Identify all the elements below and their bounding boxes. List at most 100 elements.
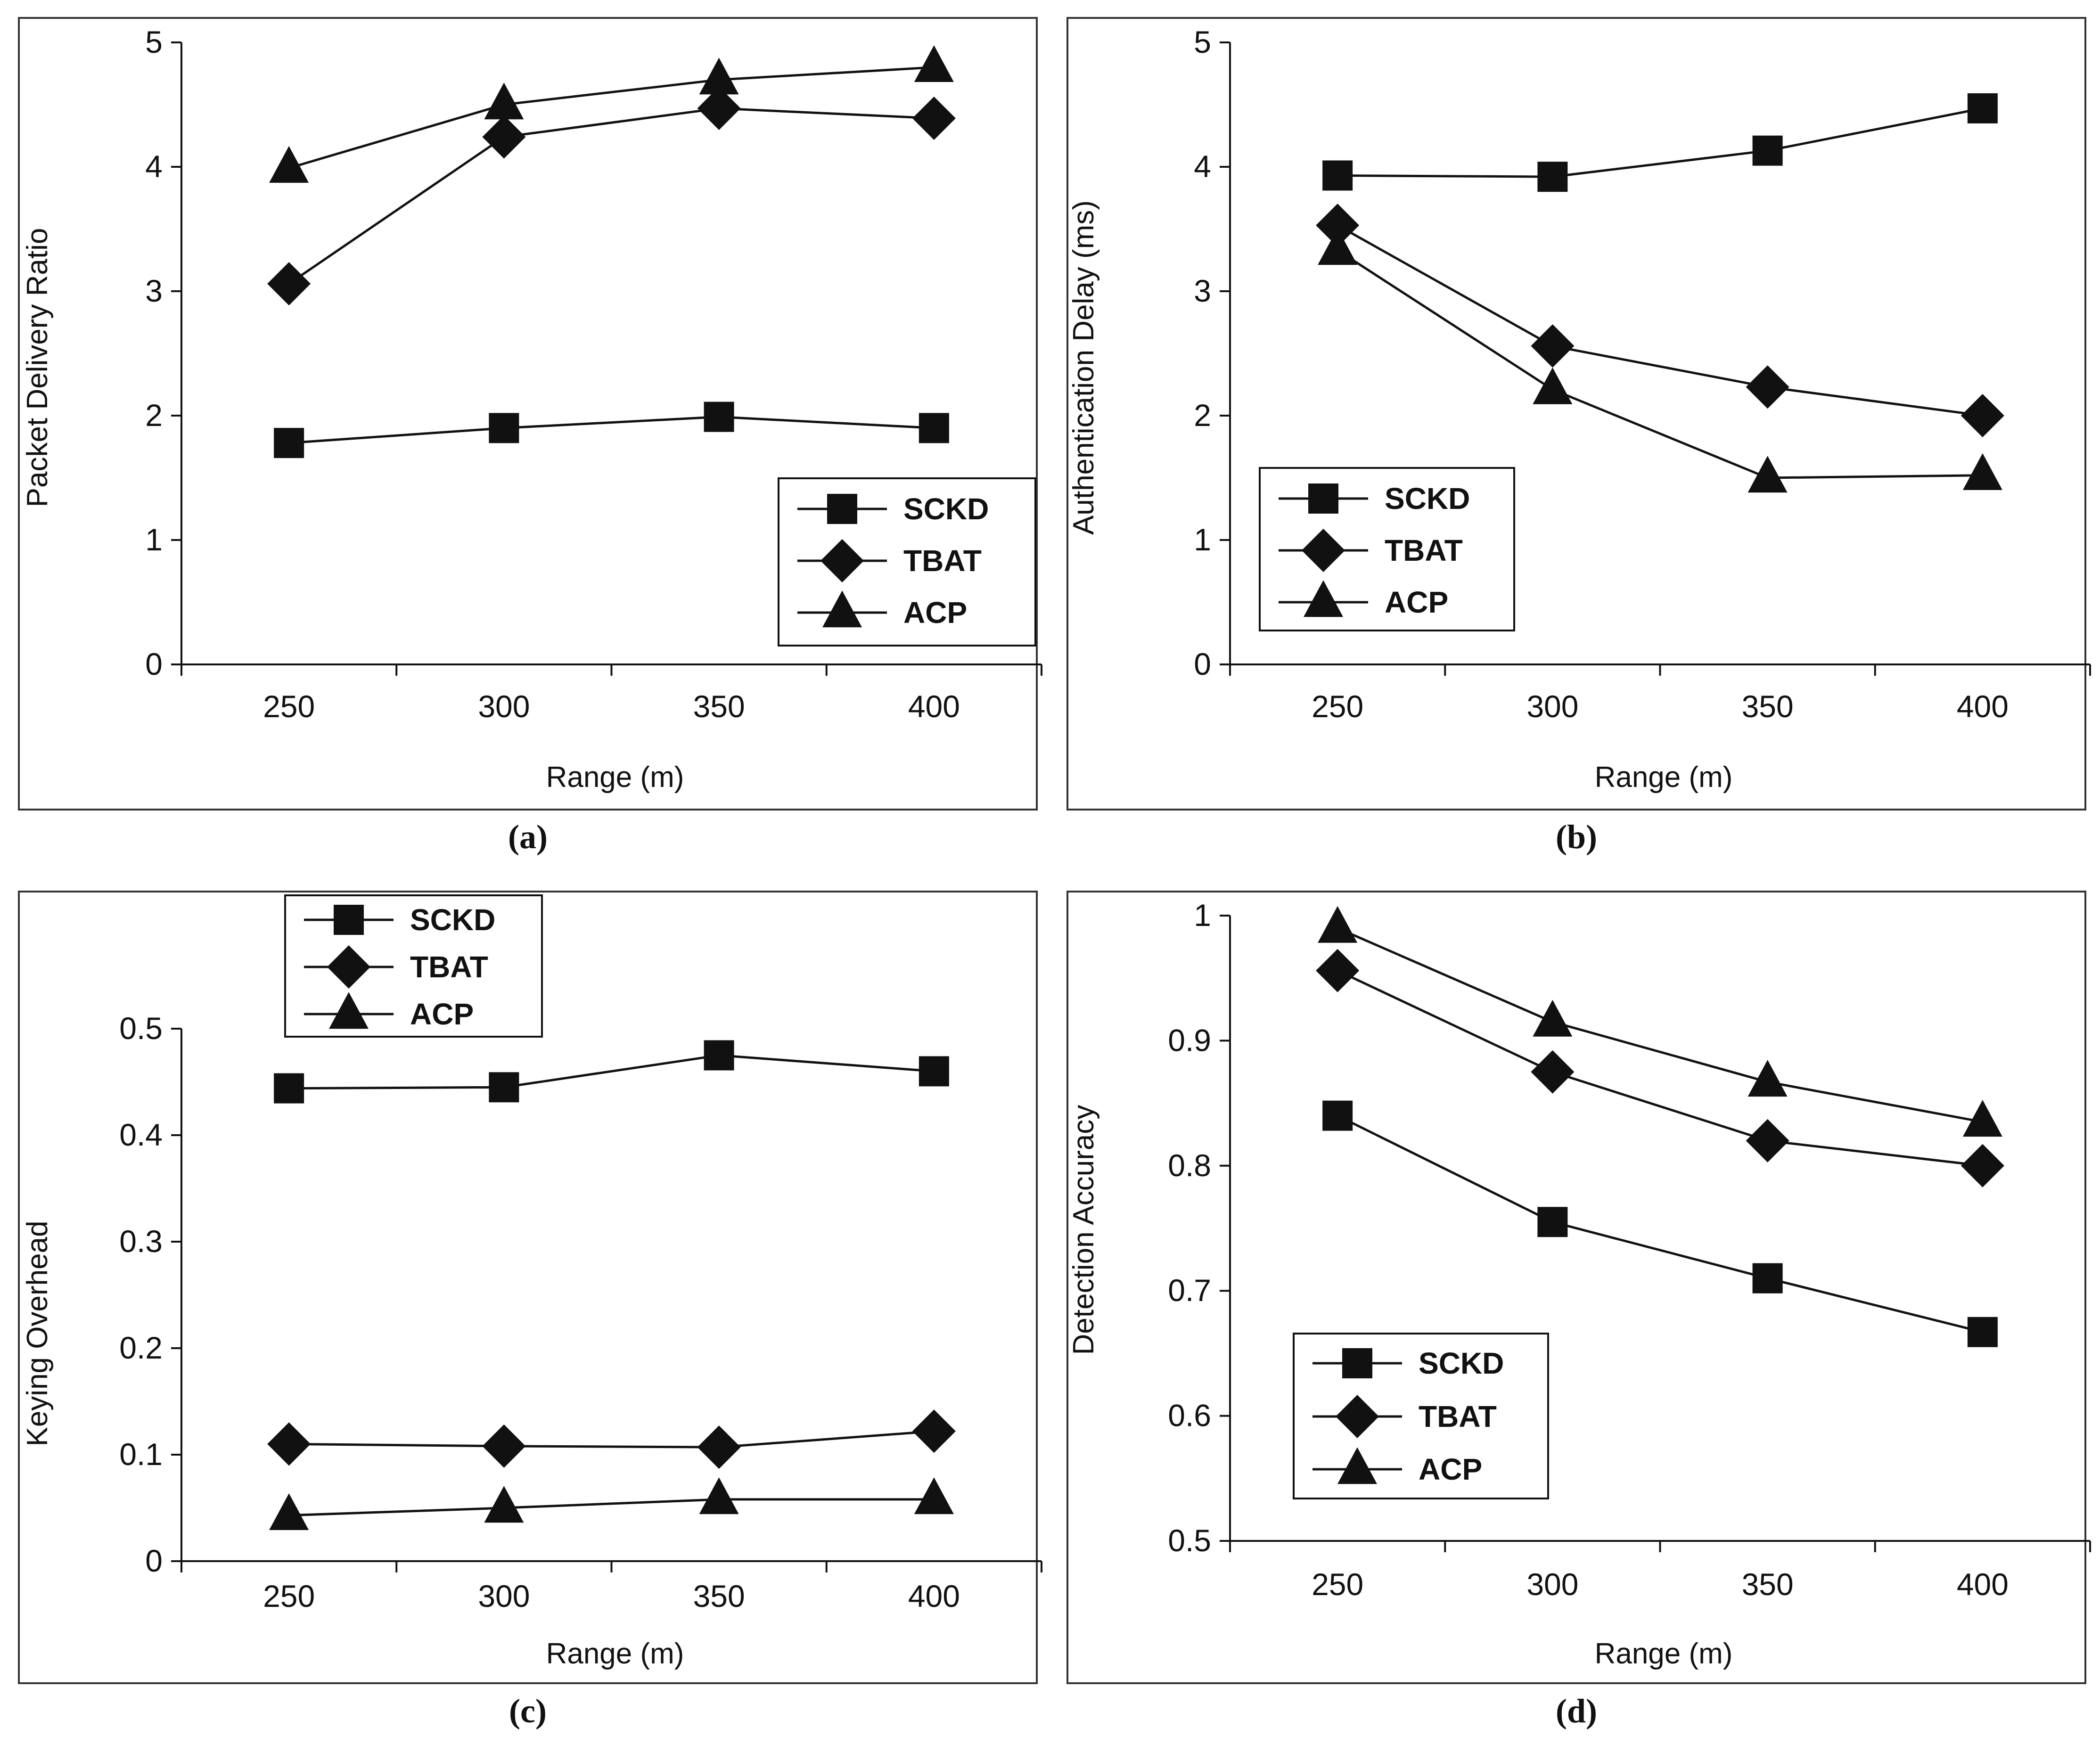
data-point-square xyxy=(1967,93,1998,123)
y-tick-label: 3 xyxy=(145,273,163,308)
data-point-square xyxy=(274,428,304,459)
x-tick-label: 350 xyxy=(693,1579,745,1613)
data-point-square xyxy=(704,401,734,432)
data-point-triangle xyxy=(699,1477,739,1515)
legend-marker-diamond xyxy=(820,539,864,582)
legend-entry: SCKD xyxy=(1312,1346,1504,1380)
legend-label: TBAT xyxy=(1385,533,1463,567)
data-point-triangle xyxy=(1747,456,1788,493)
panel-frame xyxy=(18,891,1038,1684)
y-tick-label: 0 xyxy=(145,1543,163,1578)
data-point-square xyxy=(919,413,949,443)
data-point-triangle xyxy=(699,57,739,95)
series-sckd xyxy=(274,401,949,459)
x-tick-label: 350 xyxy=(693,689,745,724)
legend-entry: ACP xyxy=(304,992,474,1031)
series-sckd xyxy=(1322,1100,1998,1347)
legend-label: ACP xyxy=(1419,1452,1482,1486)
x-tick-label: 350 xyxy=(1742,689,1794,724)
y-tick-label: 0 xyxy=(145,647,163,681)
y-tick-label: 0.2 xyxy=(119,1330,163,1365)
legend-label: ACP xyxy=(903,596,967,630)
panel-frame xyxy=(18,17,1038,811)
data-point-triangle xyxy=(1318,906,1358,943)
legend-marker-diamond xyxy=(1302,529,1345,572)
legend-marker-triangle xyxy=(329,992,369,1029)
legend-marker-square xyxy=(1342,1348,1372,1378)
data-point-diamond xyxy=(1531,1050,1575,1094)
y-tick-label: 4 xyxy=(145,149,163,184)
data-point-triangle xyxy=(269,146,309,183)
legend-marker-diamond xyxy=(327,945,370,989)
data-point-square xyxy=(1537,162,1568,192)
series-line xyxy=(288,66,935,170)
x-tick-label: 300 xyxy=(1526,689,1578,724)
y-tick-label: 0.8 xyxy=(1168,1148,1211,1183)
legend-marker-square xyxy=(334,905,364,935)
legend-label: SCKD xyxy=(1385,482,1470,516)
series-line xyxy=(289,1430,935,1449)
data-point-square xyxy=(489,1072,519,1103)
series-line xyxy=(1337,969,1983,1167)
legend-marker-square xyxy=(827,494,857,524)
series-line xyxy=(1337,249,1983,479)
series-tbat xyxy=(1316,204,2004,437)
legend: SCKD TBAT ACP xyxy=(1259,467,1515,631)
data-point-diamond xyxy=(1316,204,1360,247)
data-point-triangle xyxy=(1318,228,1358,265)
legend-entry: SCKD xyxy=(304,903,495,937)
y-tick-label: 2 xyxy=(1194,398,1211,433)
series-line xyxy=(1337,1114,1983,1334)
data-point-diamond xyxy=(482,1424,526,1468)
data-point-square xyxy=(704,1040,734,1071)
panel-caption: (b) xyxy=(1556,818,1597,856)
panel-frame xyxy=(1066,17,2086,811)
y-tick-label: 0.9 xyxy=(1168,1023,1211,1057)
y-axis-title: Detection Accuracy xyxy=(1067,1105,1100,1355)
legend: SCKD TBAT ACP xyxy=(1293,1333,1549,1499)
legend: SCKD TBAT ACP xyxy=(778,477,1036,647)
series-line xyxy=(1337,927,1983,1123)
data-point-diamond xyxy=(1961,394,2004,437)
x-tick-label: 350 xyxy=(1742,1567,1794,1602)
series-tbat xyxy=(267,86,956,306)
x-tick-label: 250 xyxy=(1312,1567,1363,1602)
series-line xyxy=(289,1498,934,1517)
chart-panel-c: 0 0.1 0.2 0.3 0.4 0.5 250 300 350 400 Range (m) Key… xyxy=(18,891,1042,1730)
data-point-square xyxy=(1537,1207,1568,1237)
x-tick-label: 250 xyxy=(263,689,315,724)
legend-entry: ACP xyxy=(1279,580,1448,619)
y-tick-label: 0.5 xyxy=(119,1011,163,1046)
data-point-square xyxy=(919,1056,949,1087)
data-point-diamond xyxy=(912,1409,956,1453)
legend-label: ACP xyxy=(410,997,474,1031)
panel-frame xyxy=(1066,891,2086,1684)
x-tick-label: 400 xyxy=(908,1579,960,1613)
y-tick-label: 1 xyxy=(1194,522,1211,557)
x-axis-title: Range (m) xyxy=(546,761,684,794)
data-point-square xyxy=(1752,1263,1783,1294)
series-line xyxy=(1337,224,1983,417)
data-point-triangle xyxy=(1747,1060,1788,1097)
data-point-diamond xyxy=(267,1422,311,1466)
data-point-triangle xyxy=(1533,999,1573,1037)
series-line xyxy=(1337,107,1983,178)
data-point-diamond xyxy=(1531,324,1575,368)
data-point-diamond xyxy=(1746,365,1789,409)
series-sckd xyxy=(274,1040,949,1104)
data-point-diamond xyxy=(267,262,311,306)
data-point-triangle xyxy=(914,1477,954,1515)
y-tick-label: 3 xyxy=(1194,273,1211,308)
y-tick-label: 0.1 xyxy=(119,1437,163,1472)
x-tick-label: 250 xyxy=(263,1579,315,1613)
y-tick-label: 0 xyxy=(1194,647,1211,681)
data-point-square xyxy=(274,1073,304,1104)
y-tick-label: 0.5 xyxy=(1168,1523,1211,1558)
x-axis-title: Range (m) xyxy=(1595,761,1733,794)
series-line xyxy=(288,416,935,444)
series-acp xyxy=(269,45,954,183)
y-tick-label: 5 xyxy=(145,25,163,59)
data-point-square xyxy=(489,413,519,443)
data-point-diamond xyxy=(1746,1119,1789,1163)
